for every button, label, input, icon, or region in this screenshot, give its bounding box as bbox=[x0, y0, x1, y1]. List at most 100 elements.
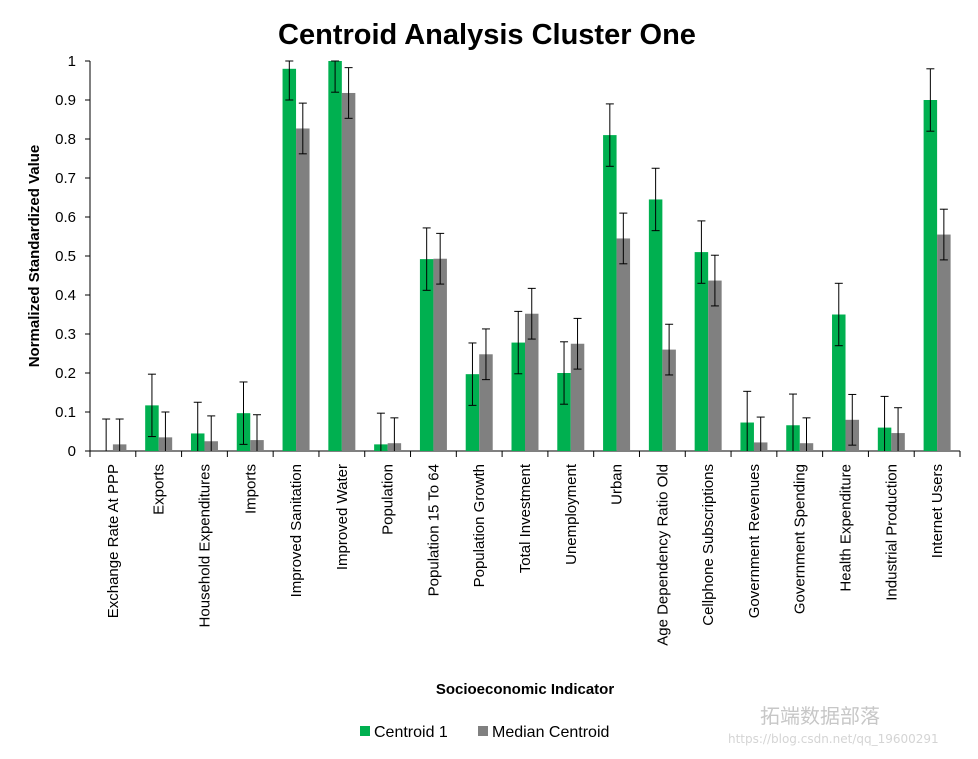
x-tick-label: Cellphone Subscriptions bbox=[700, 464, 717, 626]
error-bar bbox=[298, 102, 307, 155]
x-tick-label: Population 15 To 64 bbox=[425, 464, 442, 596]
error-bar bbox=[390, 417, 399, 451]
legend-label: Median Centroid bbox=[492, 724, 609, 741]
error-bar bbox=[514, 310, 523, 375]
error-bar bbox=[193, 401, 202, 451]
error-bar bbox=[756, 416, 765, 451]
bar-centroid-1 bbox=[648, 199, 663, 451]
error-bar bbox=[834, 282, 843, 347]
watermark-text: 拓端数据部落 bbox=[760, 704, 880, 728]
bar-median-centroid bbox=[479, 354, 493, 451]
x-tick-label: Age Dependency Ratio Old bbox=[654, 464, 671, 646]
bar-median-centroid bbox=[616, 238, 631, 451]
legend-swatch bbox=[478, 726, 488, 736]
error-bar bbox=[253, 414, 262, 451]
error-bar bbox=[436, 232, 445, 285]
bar-median-centroid bbox=[708, 280, 722, 451]
error-bar bbox=[207, 415, 216, 451]
error-bar bbox=[115, 418, 124, 451]
error-bar bbox=[848, 393, 857, 446]
y-axis-label: Normalized Standardized Value bbox=[26, 145, 43, 368]
legend: Centroid 1 Median Centroid bbox=[360, 724, 609, 741]
y-tick-label: 0.2 bbox=[55, 365, 76, 382]
error-bar bbox=[560, 341, 569, 405]
bar-centroid-1 bbox=[832, 314, 846, 451]
x-tick-label: Total Investment bbox=[517, 463, 534, 573]
x-tick-label: Population Growth bbox=[471, 464, 488, 587]
error-bar bbox=[939, 208, 948, 261]
watermark-url: https://blog.csdn.net/qq_19600291 bbox=[728, 732, 939, 746]
y-tick-label: 0.4 bbox=[55, 287, 76, 304]
bar-centroid-1 bbox=[328, 61, 342, 451]
bar-centroid-1 bbox=[465, 374, 480, 451]
error-bar bbox=[527, 287, 536, 340]
bar-median-centroid bbox=[296, 128, 310, 451]
y-tick-label: 0.5 bbox=[55, 248, 76, 265]
x-tick-label: Population bbox=[380, 464, 397, 535]
y-tick-label: 0.7 bbox=[55, 170, 76, 187]
bar-centroid-1 bbox=[511, 342, 525, 451]
legend-swatch bbox=[360, 726, 370, 736]
x-tick-label: Exports bbox=[151, 464, 168, 515]
error-bar bbox=[788, 393, 797, 451]
error-bar bbox=[926, 68, 935, 132]
bars bbox=[102, 60, 951, 452]
x-axis-label: Socioeconomic Indicator bbox=[436, 681, 615, 698]
bar-median-centroid bbox=[570, 343, 585, 451]
error-bar bbox=[468, 342, 477, 406]
x-tick-label: Exchange Rate At PPP bbox=[105, 464, 122, 618]
error-bar bbox=[880, 395, 889, 451]
y-tick-label: 0.8 bbox=[55, 131, 76, 148]
axes: 0 0.1 0.2 0.3 0.4 0.5 0.6 0.7 0.8 0.9 1 Exchange Ra… bbox=[55, 53, 961, 646]
error-bar bbox=[573, 317, 582, 370]
x-tick-label: Household Expenditures bbox=[196, 464, 213, 627]
x-tick-label: Unemployment bbox=[563, 463, 580, 565]
bar-centroid-1 bbox=[694, 252, 709, 451]
error-bar bbox=[802, 417, 811, 451]
bar-centroid-1 bbox=[557, 373, 571, 451]
error-bar bbox=[619, 212, 628, 265]
x-tick-label: Government Spending bbox=[792, 464, 809, 614]
error-bar bbox=[605, 103, 614, 167]
error-bar bbox=[102, 418, 111, 451]
error-bar bbox=[161, 411, 170, 451]
error-bar bbox=[481, 328, 490, 381]
x-tick-label: Improved Sanitation bbox=[288, 464, 305, 597]
x-tick-label: Government Revenues bbox=[746, 464, 763, 618]
x-tick-label: Improved Water bbox=[334, 464, 351, 570]
error-bar bbox=[239, 381, 248, 445]
error-bar bbox=[651, 167, 660, 232]
x-tick-label: Internet Users bbox=[929, 464, 946, 558]
x-tick-label: Imports bbox=[242, 464, 259, 514]
legend-item: Median Centroid bbox=[478, 724, 609, 741]
error-bar bbox=[743, 390, 752, 451]
error-bar bbox=[331, 60, 340, 93]
y-tick-label: 0.1 bbox=[55, 404, 76, 421]
x-tick-label: Urban bbox=[609, 464, 626, 505]
error-bar bbox=[710, 254, 719, 307]
bar-median-centroid bbox=[341, 92, 356, 451]
y-tick-label: 0.9 bbox=[55, 92, 76, 109]
y-tick-label: 0 bbox=[68, 443, 76, 460]
y-tick-label: 0.3 bbox=[55, 326, 76, 343]
x-tick-label: Health Expenditure bbox=[838, 464, 855, 592]
bar-centroid-1 bbox=[923, 100, 938, 451]
error-bar bbox=[894, 407, 903, 451]
bar-median-centroid bbox=[525, 313, 539, 451]
legend-label: Centroid 1 bbox=[374, 724, 448, 741]
error-bar bbox=[147, 373, 156, 438]
legend-item: Centroid 1 bbox=[360, 724, 448, 741]
error-bar bbox=[422, 227, 431, 291]
bar-centroid-1 bbox=[282, 68, 297, 452]
bar-median-centroid bbox=[433, 258, 447, 451]
x-tick-label: Industrial Production bbox=[883, 464, 900, 601]
y-tick-label: 0.6 bbox=[55, 209, 76, 226]
error-bar bbox=[376, 412, 385, 451]
error-bar bbox=[344, 67, 353, 119]
bar-median-centroid bbox=[937, 234, 951, 451]
error-bar bbox=[665, 323, 674, 376]
bar-centroid-1 bbox=[603, 135, 617, 451]
error-bar bbox=[697, 220, 706, 284]
bar-centroid-1 bbox=[419, 259, 434, 451]
